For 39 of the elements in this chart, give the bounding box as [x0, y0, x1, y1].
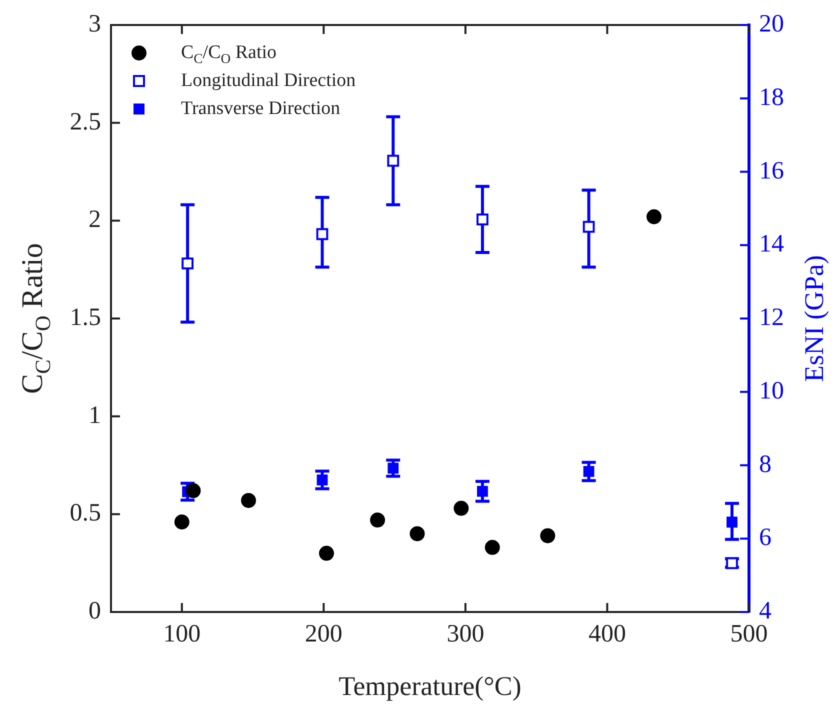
x-tick-label: 100: [163, 620, 201, 648]
y-tick-label: 1: [88, 402, 101, 429]
x-tick-label: 400: [588, 620, 626, 648]
point: [182, 258, 194, 270]
y-tick-label: 0: [88, 598, 101, 625]
y2-tick-label: 18: [759, 84, 784, 111]
point: [316, 228, 328, 240]
y2-tick-label: 6: [759, 524, 772, 552]
point: [646, 209, 662, 224]
y2-tick-label: 14: [759, 230, 784, 258]
y-tick-label: 2.5: [70, 108, 101, 136]
y2-tick-label: 20: [759, 10, 784, 38]
point: [387, 154, 400, 167]
x-tick-label: 300: [446, 620, 484, 648]
point: [370, 512, 386, 528]
y2-axis-title: EsNI (GPa): [799, 255, 830, 382]
y-tick-label: 3: [88, 10, 101, 38]
point: [476, 213, 488, 226]
y-tick-label: 0.5: [70, 500, 101, 527]
point: [484, 540, 500, 555]
y2-tick-label: 16: [759, 157, 784, 184]
point: [582, 220, 595, 233]
point: [540, 528, 556, 544]
point: [319, 546, 334, 561]
y-axis-title: CC/CO Ratio: [16, 243, 56, 394]
y2-tick-label: 10: [759, 377, 784, 404]
point: [241, 492, 256, 508]
point: [186, 483, 201, 498]
y-tick-label: 1.5: [70, 304, 101, 332]
point: [454, 500, 469, 516]
point: [174, 514, 190, 530]
y2-tick-label: 8: [759, 450, 772, 478]
x-tick-label: 200: [304, 620, 342, 648]
y-tick-label: 2: [88, 206, 101, 234]
x-axis-title: Temperature(°C): [338, 671, 522, 702]
y2-tick-label: 12: [759, 304, 784, 332]
legend-label: Longitudinal Direction: [181, 70, 356, 91]
legend-label: Transverse Direction: [181, 98, 341, 119]
point: [410, 526, 425, 542]
